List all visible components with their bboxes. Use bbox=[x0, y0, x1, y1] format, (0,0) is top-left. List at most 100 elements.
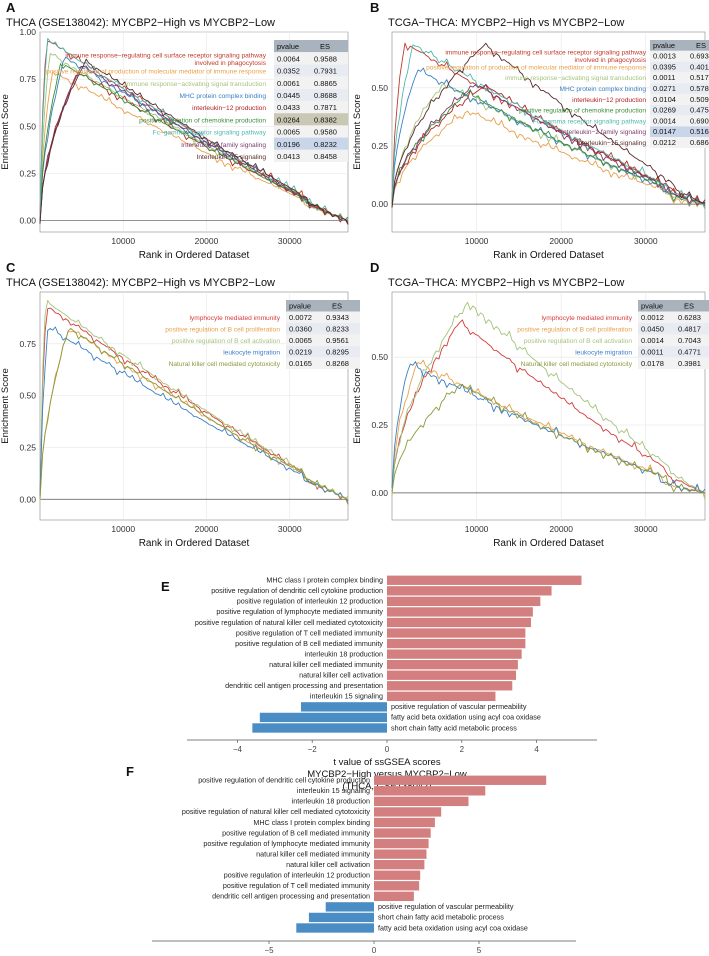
table-row-bg bbox=[274, 64, 348, 77]
table-pvalue: 0.0352 bbox=[277, 67, 300, 76]
bar-label: positive regulation of dendritic cell cy… bbox=[198, 776, 370, 785]
table-es: 0.5177 bbox=[690, 73, 709, 82]
series-line-9 bbox=[391, 42, 706, 208]
table-es: 0.8865 bbox=[314, 79, 337, 88]
table-row-bg bbox=[274, 149, 348, 162]
x-tick-label: 10000 bbox=[111, 524, 135, 534]
table-header-bg bbox=[650, 40, 709, 51]
x-tick-label: 4 bbox=[534, 745, 539, 754]
table-row-bg bbox=[274, 76, 348, 89]
panel-letter: B bbox=[370, 0, 379, 15]
bar-label: dendritic cell antigen processing and pr… bbox=[225, 681, 383, 690]
table-pvalue: 0.0178 bbox=[641, 359, 664, 368]
series-line-2 bbox=[39, 70, 349, 222]
x-tick-label: 30000 bbox=[278, 524, 302, 534]
table-es: 0.9580 bbox=[314, 128, 337, 137]
table-header-bg bbox=[274, 40, 348, 53]
panel-d: 0.00 0.25 0.50 10000 20000 30000 pvalue ES 0.001… bbox=[352, 260, 709, 549]
table-header-es: ES bbox=[332, 302, 342, 311]
panel-letter: E bbox=[161, 579, 170, 594]
table-es: 0.8382 bbox=[314, 115, 337, 124]
series-line-3 bbox=[391, 301, 706, 500]
table-pvalue: 0.0445 bbox=[277, 91, 300, 100]
bar-label: interleukin 15 signaling bbox=[310, 692, 383, 701]
y-tick-label: 0.50 bbox=[371, 352, 388, 362]
legend-label: MHC protein complex binding bbox=[180, 93, 267, 100]
table-pvalue: 0.0014 bbox=[653, 116, 676, 125]
table-es: 0.4771 bbox=[678, 348, 701, 357]
bar bbox=[387, 660, 518, 670]
table-row-bg bbox=[274, 137, 348, 150]
x-tick-label: 20000 bbox=[195, 524, 219, 534]
panel-e: E MHC class I protein complex bindingposi… bbox=[161, 576, 597, 792]
legend-label: Fc−gamma receptor signaling pathway bbox=[153, 130, 267, 137]
legend-label: positive regulation of chemokine product… bbox=[139, 117, 266, 124]
bar bbox=[387, 607, 533, 617]
x-axis-label: Rank in Ordered Dataset bbox=[139, 250, 250, 261]
y-tick-label: 0.25 bbox=[371, 420, 388, 430]
bar bbox=[387, 691, 496, 701]
bar bbox=[374, 860, 425, 870]
legend-label: Interleukin−2 family signaling bbox=[181, 142, 266, 149]
panel-c: 0.00 0.25 0.50 0.75 10000 20000 30000 pvalue ES 0… bbox=[0, 260, 360, 549]
bar-label: interleukin 18 production bbox=[305, 649, 383, 658]
x-axis-label: Rank in Ordered Dataset bbox=[139, 538, 250, 549]
bar bbox=[387, 586, 552, 596]
y-tick-label: 0.00 bbox=[371, 199, 388, 209]
bar bbox=[387, 596, 541, 607]
y-tick-label: 0.75 bbox=[19, 339, 36, 349]
legend-label: lymphocyte mediated immunity bbox=[541, 315, 632, 322]
legend-label: Interleukin−2 family signaling bbox=[561, 129, 646, 136]
x-tick-label: −2 bbox=[308, 745, 318, 754]
legend-label: positive regulation of B cell proliferat… bbox=[165, 327, 280, 334]
table-row-bg bbox=[650, 83, 709, 94]
bar-label: positive regulation of lymphocyte mediat… bbox=[216, 607, 383, 616]
bar bbox=[387, 575, 582, 585]
bar-label: positive regulation of vascular permeabi… bbox=[391, 702, 527, 711]
legend-label: lymphocyte mediated immunity bbox=[189, 315, 280, 322]
x-tick-label: 30000 bbox=[634, 524, 658, 534]
y-tick-label: 0.00 bbox=[371, 488, 388, 498]
panel-a: 0.00 0.25 0.50 0.75 1.00 10000 20000 30000 pvalu… bbox=[0, 0, 349, 261]
x-axis-label: Rank in Ordered Dataset bbox=[493, 250, 604, 261]
table-es: 0.6932 bbox=[690, 52, 709, 61]
bar-label: fatty acid beta oxidation using acyl coa… bbox=[391, 713, 541, 722]
legend-label: immune response−activating signal transd… bbox=[505, 75, 646, 82]
chart-title: THCA (GSE138042): MYCBP2−High vs MYCBP2−… bbox=[6, 17, 275, 29]
series-line-5 bbox=[391, 83, 706, 206]
table-header-bg bbox=[286, 300, 360, 312]
table-row-bg bbox=[286, 346, 360, 358]
legend-label: positive regulation of production of mol… bbox=[426, 64, 646, 71]
legend-label-cont: involved in phagocytosis bbox=[195, 60, 267, 67]
legend-label: leukocyte migration bbox=[575, 350, 632, 357]
table-es: 0.7871 bbox=[314, 103, 337, 112]
legend-label: immune response−regulating cell surface … bbox=[445, 50, 646, 57]
bar-label: positive regulation of interleukin 12 pr… bbox=[224, 871, 370, 880]
series-line-1 bbox=[391, 319, 706, 494]
panel-letter: A bbox=[6, 0, 16, 15]
bar bbox=[387, 628, 526, 638]
y-tick-label: 0.00 bbox=[19, 216, 36, 226]
table-pvalue: 0.0011 bbox=[641, 348, 663, 357]
table-pvalue: 0.0196 bbox=[277, 140, 300, 149]
x-axis-label: Rank in Ordered Dataset bbox=[493, 538, 604, 549]
table-header-es: ES bbox=[684, 302, 694, 311]
table-pvalue: 0.0012 bbox=[641, 313, 664, 322]
chart-title: THCA (GSE138042): MYCBP2−High vs MYCBP2−… bbox=[6, 277, 275, 289]
bar-label: MHC class I protein complex binding bbox=[253, 818, 370, 827]
bar bbox=[387, 617, 531, 628]
x-tick-label: 10000 bbox=[465, 236, 489, 246]
series-line-9 bbox=[39, 58, 349, 224]
table-pvalue: 0.0147 bbox=[653, 127, 676, 136]
x-tick-label: 30000 bbox=[634, 236, 658, 246]
legend-label: interleukin−12 production bbox=[192, 105, 266, 112]
table-es: 0.4756 bbox=[690, 106, 709, 115]
bar-label: positive regulation of natural killer ce… bbox=[195, 618, 384, 627]
bar-label: positive regulation of B cell mediated i… bbox=[222, 828, 370, 837]
table-es: 0.4011 bbox=[690, 62, 709, 71]
bar-label: natural killer cell activation bbox=[286, 860, 370, 869]
y-tick-label: 0.25 bbox=[371, 141, 388, 151]
table-pvalue: 0.0014 bbox=[641, 336, 664, 345]
bar-label: fatty acid beta oxidation using acyl coa… bbox=[378, 923, 528, 932]
bar-label: natural killer cell mediated immunity bbox=[256, 849, 370, 858]
